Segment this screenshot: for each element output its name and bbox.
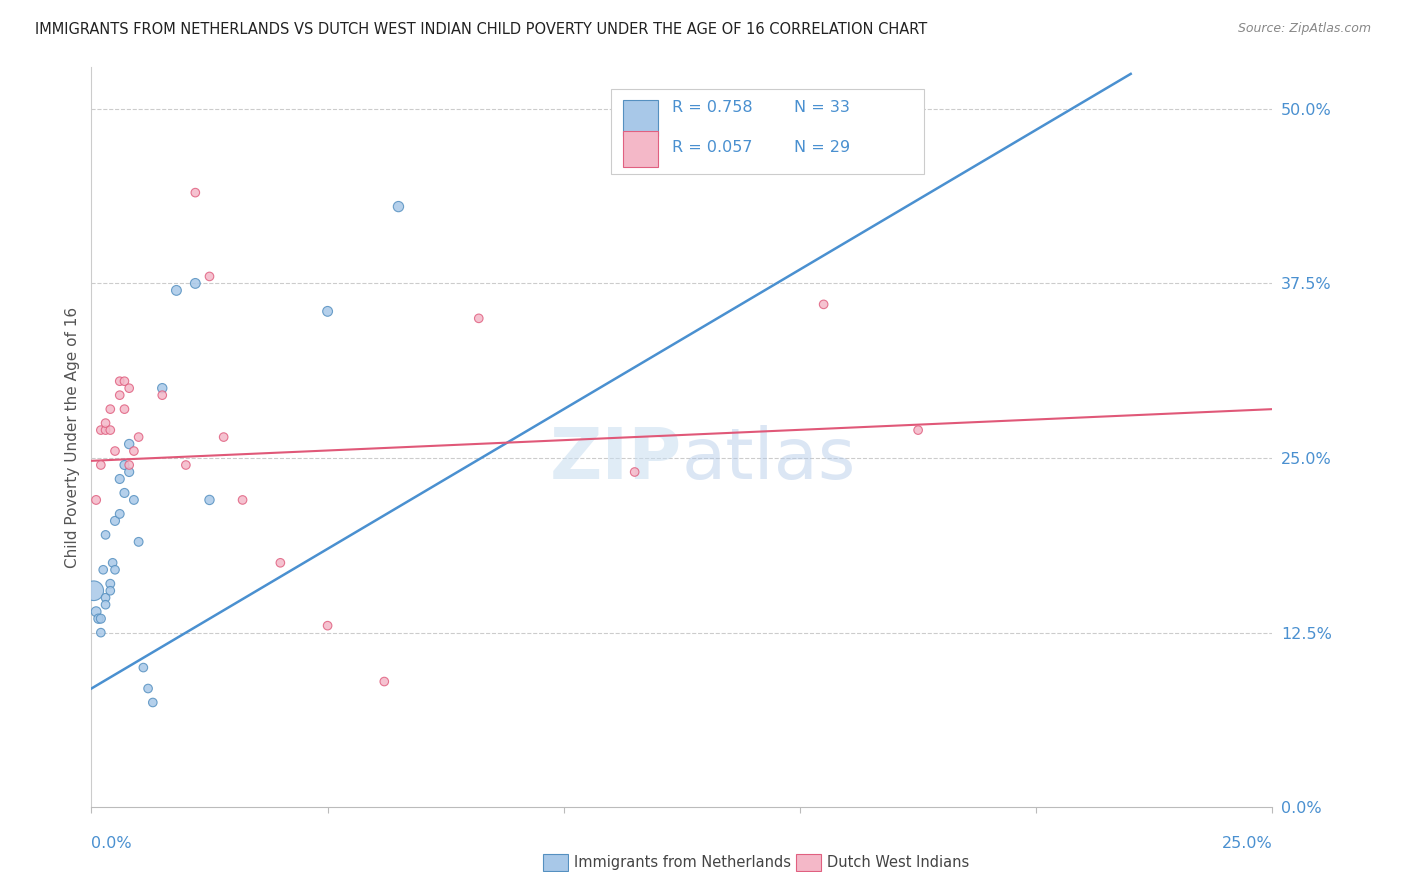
Point [108, 388, 131, 402]
Point [98, 576, 121, 591]
Point [90, 423, 112, 437]
Point [789, 144, 811, 158]
Bar [623, 131, 658, 167]
Text: R = 0.057: R = 0.057 [672, 140, 754, 155]
Point [104, 444, 127, 458]
Point [84, 492, 107, 507]
Point [90, 612, 112, 626]
Point [90, 458, 112, 472]
Point [198, 269, 221, 284]
Point [94, 528, 117, 542]
Point [269, 556, 291, 570]
Point [108, 472, 131, 486]
Point [101, 556, 124, 570]
Point [813, 297, 835, 311]
Point [132, 660, 155, 674]
Point [118, 381, 141, 395]
Point [104, 563, 127, 577]
Text: Immigrants from Netherlands: Immigrants from Netherlands [574, 855, 790, 870]
Point [316, 618, 339, 632]
Point [184, 186, 207, 200]
Point [907, 423, 929, 437]
Point [84, 605, 107, 619]
Point [184, 277, 207, 291]
Point [468, 311, 491, 326]
Text: atlas: atlas [682, 425, 856, 494]
Text: IMMIGRANTS FROM NETHERLANDS VS DUTCH WEST INDIAN CHILD POVERTY UNDER THE AGE OF : IMMIGRANTS FROM NETHERLANDS VS DUTCH WES… [35, 22, 928, 37]
Point [94, 598, 117, 612]
Point [174, 458, 197, 472]
Point [108, 374, 131, 388]
Point [83, 583, 105, 598]
Point [114, 458, 136, 472]
Point [212, 430, 235, 444]
Bar [623, 100, 658, 136]
Point [90, 625, 112, 640]
FancyBboxPatch shape [612, 89, 924, 174]
Point [373, 674, 395, 689]
Y-axis label: Child Poverty Under the Age of 16: Child Poverty Under the Age of 16 [65, 307, 80, 567]
Point [122, 444, 145, 458]
Point [104, 514, 127, 528]
Point [316, 304, 339, 318]
Point [142, 696, 165, 710]
Point [94, 591, 117, 605]
Text: N = 29: N = 29 [794, 140, 851, 155]
Point [91, 563, 114, 577]
Point [94, 416, 117, 430]
Text: ZIP: ZIP [550, 425, 682, 494]
Point [165, 284, 187, 298]
Point [98, 423, 121, 437]
Point [859, 129, 882, 144]
Point [114, 374, 136, 388]
Point [387, 200, 409, 214]
Text: R = 0.758: R = 0.758 [672, 100, 754, 115]
Point [98, 402, 121, 417]
Point [198, 492, 221, 507]
Point [136, 681, 159, 696]
Point [128, 430, 150, 444]
Text: N = 33: N = 33 [794, 100, 851, 115]
Point [118, 465, 141, 479]
Text: 0.0%: 0.0% [91, 836, 132, 851]
Point [87, 612, 110, 626]
Text: Dutch West Indians: Dutch West Indians [827, 855, 969, 870]
Point [150, 381, 173, 395]
Point [623, 465, 645, 479]
Text: Source: ZipAtlas.com: Source: ZipAtlas.com [1237, 22, 1371, 36]
Point [150, 388, 173, 402]
Point [108, 507, 131, 521]
Point [114, 486, 136, 500]
Point [128, 534, 150, 549]
Point [94, 423, 117, 437]
Point [118, 437, 141, 451]
Point [232, 492, 254, 507]
Point [114, 402, 136, 417]
Point [118, 458, 141, 472]
Point [98, 583, 121, 598]
Point [122, 492, 145, 507]
Text: 25.0%: 25.0% [1222, 836, 1272, 851]
